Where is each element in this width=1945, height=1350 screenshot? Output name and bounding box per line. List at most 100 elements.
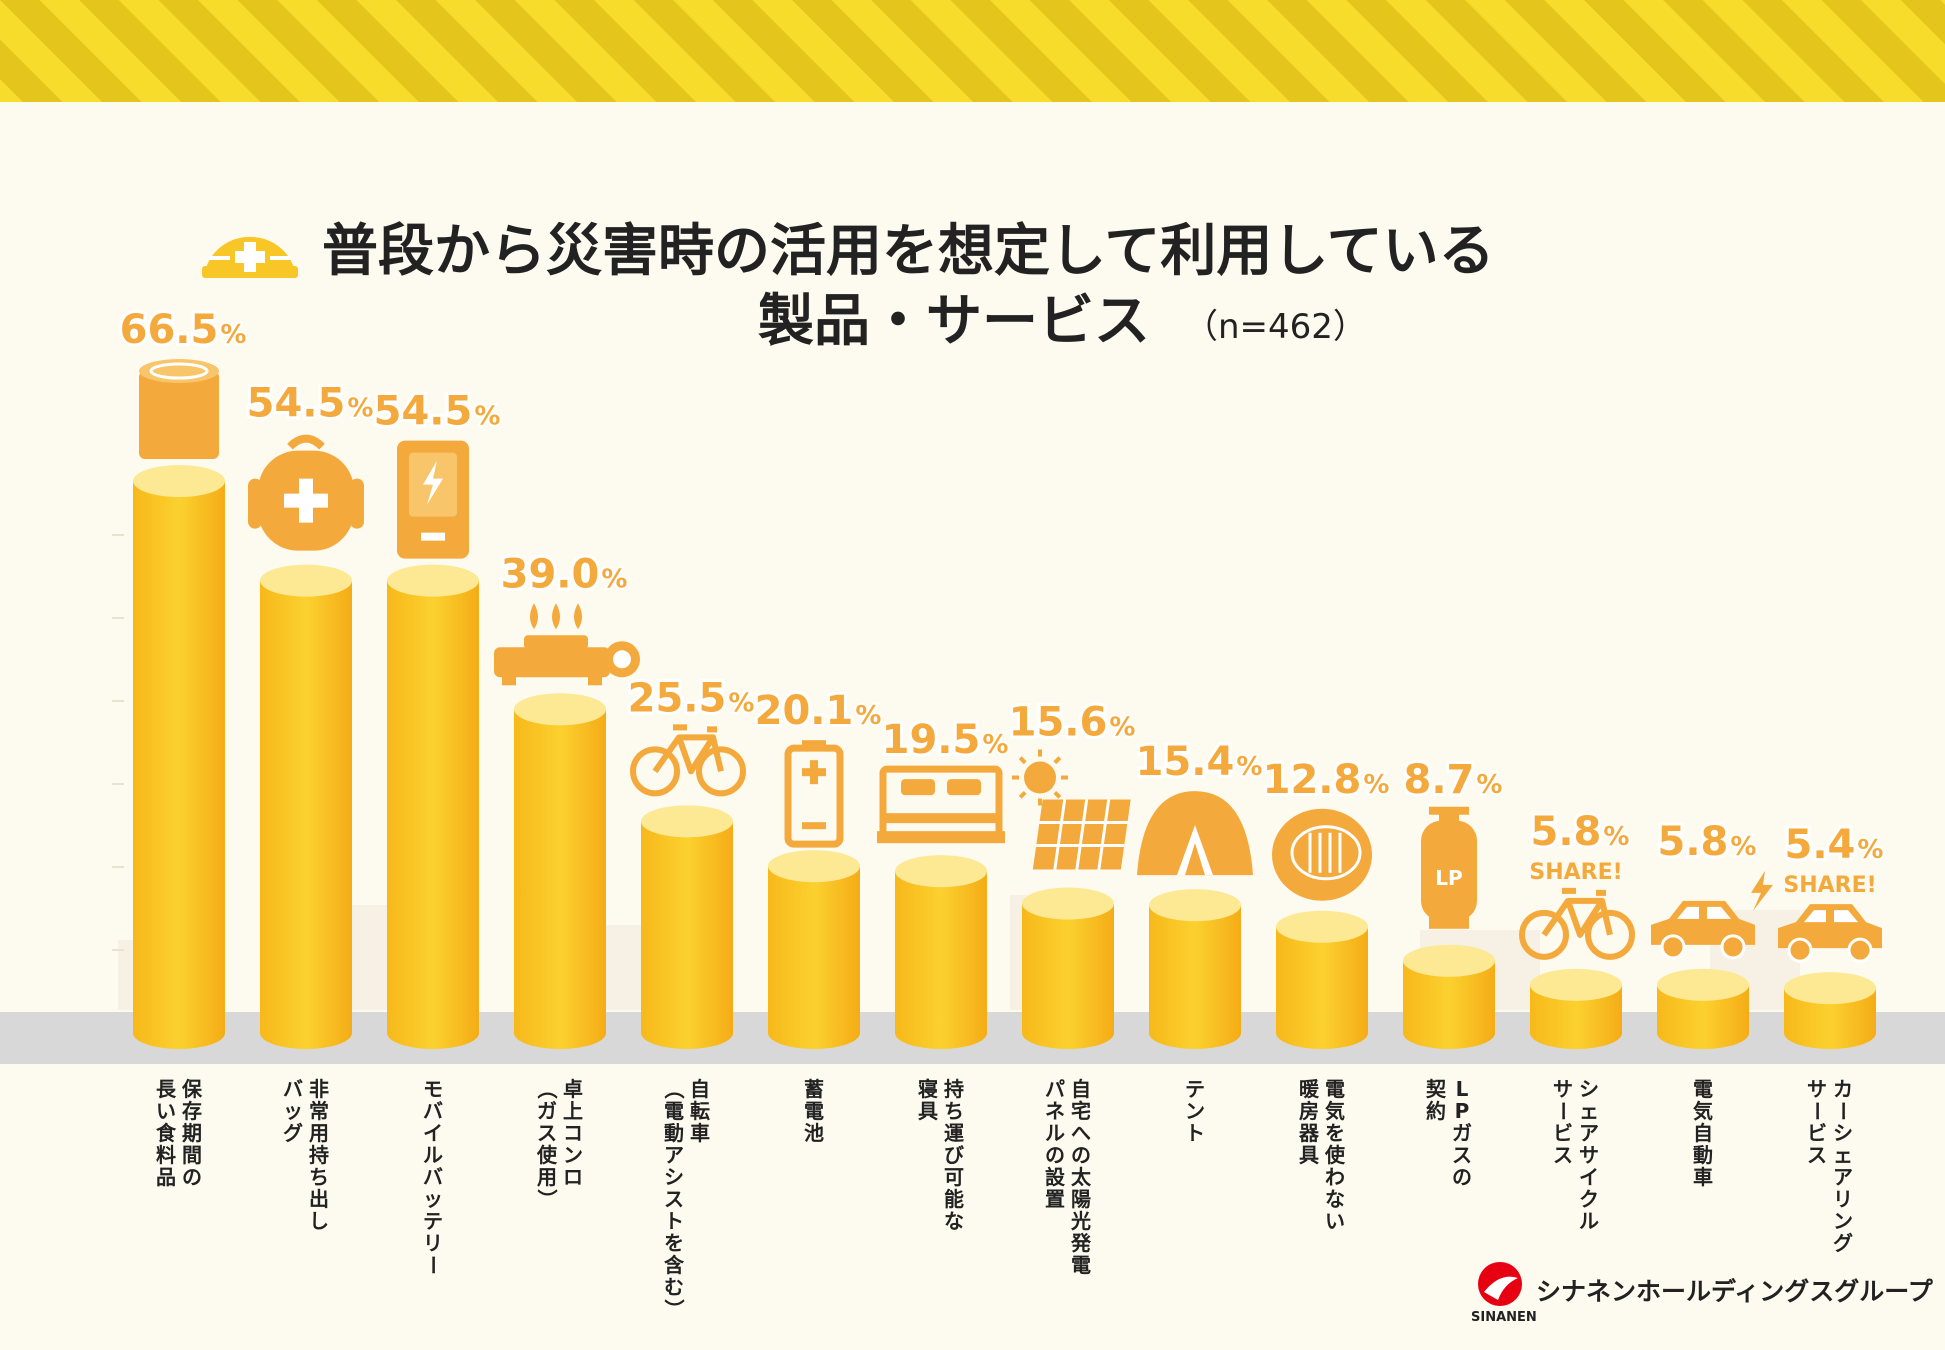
category-label-char: ち xyxy=(309,1165,329,1189)
category-label-char: ） xyxy=(535,1189,559,1209)
category-label-char: 含 xyxy=(664,1253,685,1277)
category-label-char: の xyxy=(1045,1143,1065,1167)
category-label-char: 気 xyxy=(1325,1099,1345,1123)
svg-text:LP: LP xyxy=(1435,866,1462,890)
category-label-char: ト xyxy=(664,1209,684,1233)
bar xyxy=(1530,968,1622,1049)
category-label-char: 期 xyxy=(182,1121,202,1145)
category-label-char: 暖 xyxy=(1299,1077,1320,1101)
category-label-char: 料 xyxy=(156,1143,176,1167)
category-label-char: 宅 xyxy=(1071,1099,1091,1123)
category-label-char: を xyxy=(664,1231,684,1255)
category-label-char: 設 xyxy=(1045,1165,1066,1189)
category-label-char: 自 xyxy=(690,1077,710,1101)
value-label: 15.4% xyxy=(1136,739,1263,785)
category-label-char: 存 xyxy=(182,1099,202,1123)
value-label: 5.4% xyxy=(1785,822,1884,868)
value-label: 54.5% xyxy=(374,389,501,435)
category-label-char: サ xyxy=(1807,1077,1827,1101)
category-label-char: バ xyxy=(283,1077,303,1101)
category-label-char: ち xyxy=(944,1099,964,1123)
bar xyxy=(260,564,352,1049)
category-label-char: 具 xyxy=(918,1099,938,1123)
category-label-char: バ xyxy=(423,1099,443,1123)
category-label-char: ー xyxy=(1551,1101,1575,1121)
category-label-char: ン xyxy=(1833,1209,1853,1233)
mobile-battery-icon xyxy=(397,440,469,559)
category-label-char: リ xyxy=(1833,1187,1853,1211)
category-labels: 保存期間の長い食料品非常用持ち出しバッグモバイルバッテリー卓上コンロ（ガス使用）… xyxy=(156,1077,1855,1319)
category-label-char: ガ xyxy=(1452,1121,1472,1145)
value-label: 5.8% xyxy=(1531,809,1630,855)
bar xyxy=(641,805,733,1049)
bar xyxy=(1149,889,1241,1049)
category-label-char: 約 xyxy=(1426,1099,1446,1123)
category-label-char: ン xyxy=(1185,1099,1205,1123)
category-label-char: サ xyxy=(1579,1143,1599,1167)
category-label-char: （ xyxy=(662,1079,686,1099)
category-label-char: 使 xyxy=(1324,1143,1346,1167)
sample-size-label: （n=462） xyxy=(1184,307,1367,347)
bar-series xyxy=(133,465,1876,1049)
category-label-char: 用 xyxy=(309,1121,329,1145)
category-label-char: ビ xyxy=(1807,1121,1827,1145)
sinanen-logo: SINANEN シナネンホールディングスグループ xyxy=(1471,1262,1934,1325)
share-tag: SHARE! xyxy=(1783,873,1876,898)
lp-gas-cylinder-icon: LP xyxy=(1421,806,1477,929)
category-label-char: 食 xyxy=(156,1121,177,1145)
category-label-char: シ xyxy=(664,1165,684,1189)
category-label-char: 持 xyxy=(944,1077,964,1101)
category-label-char: 可 xyxy=(944,1165,964,1189)
value-label: 12.8% xyxy=(1263,757,1390,803)
category-label-char: コ xyxy=(563,1121,583,1145)
value-label: 15.6% xyxy=(1009,700,1136,746)
category-label-char: バ xyxy=(423,1165,443,1189)
category-label-char: 転 xyxy=(690,1099,710,1123)
category-label-char: リ xyxy=(423,1231,443,1255)
share-bicycle-icon xyxy=(1519,887,1635,960)
bicycle-icon xyxy=(630,724,746,797)
company-name: シナネンホールディングスグループ xyxy=(1536,1277,1934,1306)
category-label-char: 太 xyxy=(1071,1165,1092,1189)
category-label-char: ト xyxy=(1185,1121,1205,1145)
category-label-char: 常 xyxy=(309,1099,329,1123)
category-label-char: イ xyxy=(1579,1165,1599,1189)
share-tag: SHARE! xyxy=(1529,860,1622,885)
sinanen-mark-icon xyxy=(1478,1262,1522,1306)
category-label-char: ス xyxy=(1807,1143,1827,1167)
heater-icon xyxy=(1272,808,1372,901)
category-label-char: シ xyxy=(1579,1077,1599,1101)
bar xyxy=(1657,968,1749,1049)
bed-icon xyxy=(877,765,1005,844)
category-label-char: 電 xyxy=(1693,1077,1713,1101)
category-label-char: 光 xyxy=(1070,1209,1091,1233)
category-label-char: 器 xyxy=(1298,1121,1320,1145)
category-label-char: パ xyxy=(1045,1077,1065,1101)
category-label-char: ） xyxy=(662,1299,686,1319)
bar xyxy=(514,693,606,1049)
bar xyxy=(1403,944,1495,1049)
category-label-char: シ xyxy=(1833,1121,1853,1145)
category-label-char: ー xyxy=(421,1255,445,1275)
value-label: 25.5% xyxy=(628,675,755,721)
category-label-char: 動 xyxy=(1693,1143,1713,1167)
category-label-char: 電 xyxy=(664,1099,684,1123)
category-label-char: い xyxy=(1325,1209,1345,1233)
chart-title-line1: 普段から災害時の活用を想定して利用している xyxy=(322,219,1495,284)
category-label-char: ッ xyxy=(283,1099,303,1123)
category-label-char: な xyxy=(944,1209,964,1233)
bar xyxy=(1022,887,1114,1049)
category-label-char: ル xyxy=(423,1143,443,1167)
category-label-char: ア xyxy=(1579,1121,1599,1145)
category-label-char: ー xyxy=(1831,1101,1855,1121)
value-label: 39.0% xyxy=(501,551,628,597)
bar xyxy=(1784,972,1876,1049)
category-label-char: 運 xyxy=(944,1121,964,1145)
icon-layer: LP xyxy=(139,359,1882,963)
helmet-icon xyxy=(202,236,298,278)
category-label-char: モ xyxy=(423,1077,443,1101)
bar xyxy=(768,850,860,1049)
value-label: 20.1% xyxy=(755,688,882,734)
category-label-char: 出 xyxy=(309,1187,329,1211)
